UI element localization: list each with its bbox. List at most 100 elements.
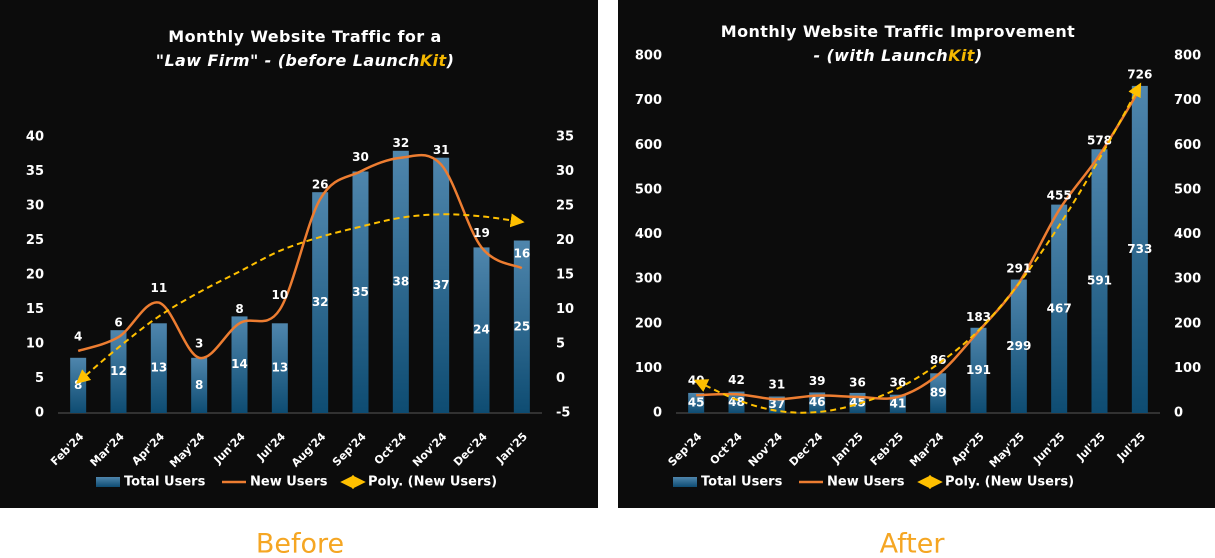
y-tick-label: 800: [635, 49, 662, 64]
bar: [809, 392, 826, 413]
y2-tick-label: 200: [1174, 316, 1201, 331]
bar-value-label: 35: [352, 285, 369, 299]
bar-value-label: 12: [110, 364, 127, 378]
y2-tick-label: 30: [556, 164, 574, 179]
bar-value-label: 299: [1006, 339, 1031, 353]
bar: [728, 391, 745, 413]
title-part: ): [446, 51, 455, 70]
line-value-label: 30: [352, 150, 369, 164]
chart-title: Monthly Website Traffic for a: [168, 27, 441, 46]
legend-label: Total Users: [124, 475, 206, 490]
caption: Before: [256, 529, 344, 558]
y-tick-label: 100: [635, 361, 662, 376]
y2-tick-label: 500: [1174, 182, 1201, 197]
legend-label: New Users: [827, 475, 905, 490]
line-value-label: 6: [114, 316, 122, 330]
bar-value-label: 37: [768, 397, 785, 411]
line-value-label: 578: [1087, 134, 1112, 148]
line-value-label: 32: [392, 136, 409, 150]
y2-tick-label: 700: [1174, 93, 1201, 108]
bar-value-label: 24: [473, 323, 490, 337]
line-value-label: 11: [150, 281, 167, 295]
line-value-label: 726: [1127, 68, 1152, 82]
bar-value-label: 46: [809, 395, 826, 409]
bar-value-label: 13: [271, 361, 288, 375]
bar-value-label: 32: [312, 295, 329, 309]
y-tick-label: 40: [26, 130, 44, 145]
panel-after: [618, 0, 1215, 508]
line-value-label: 8: [235, 302, 243, 316]
y2-tick-label: 5: [556, 337, 565, 352]
bar-value-label: 591: [1087, 274, 1112, 288]
bar-value-label: 13: [150, 361, 167, 375]
title-part: Monthly Website Traffic for a: [168, 27, 441, 46]
legend-label: New Users: [250, 475, 328, 490]
bar-value-label: 38: [392, 274, 409, 288]
line-value-label: 19: [473, 226, 490, 240]
y2-tick-label: 25: [556, 199, 574, 214]
legend-label: Total Users: [701, 475, 783, 490]
y2-tick-label: 15: [556, 268, 574, 283]
title-part: Monthly Website Traffic Improvement: [721, 22, 1075, 41]
bar-value-label: 467: [1047, 301, 1072, 315]
bar-value-label: 25: [513, 319, 530, 333]
bar-value-label: 89: [930, 386, 947, 400]
y-tick-label: 10: [26, 337, 44, 352]
y-tick-label: 300: [635, 272, 662, 287]
y-tick-label: 5: [35, 371, 44, 386]
y-tick-label: 400: [635, 227, 662, 242]
line-value-label: 42: [728, 373, 745, 387]
legend-swatch: [96, 477, 120, 487]
y2-tick-label: 20: [556, 233, 574, 248]
legend-label: Poly. (New Users): [368, 475, 497, 490]
bar-value-label: 41: [889, 396, 906, 410]
y-tick-label: 0: [653, 406, 662, 421]
bar-value-label: 45: [688, 395, 705, 409]
line-value-label: 31: [768, 378, 785, 392]
bar-value-label: 8: [195, 378, 203, 392]
title-part: - (with Launch: [813, 46, 948, 65]
line-value-label: 26: [312, 178, 329, 192]
bar-value-label: 48: [728, 395, 745, 409]
bar-value-label: 8: [74, 378, 82, 392]
title-part: Kit: [420, 51, 448, 70]
bar: [688, 392, 705, 413]
y-tick-label: 200: [635, 316, 662, 331]
bar-value-label: 37: [433, 278, 450, 292]
y-tick-label: 700: [635, 93, 662, 108]
legend-label: Poly. (New Users): [945, 475, 1074, 490]
title-part: Kit: [948, 46, 976, 65]
bar: [889, 394, 906, 413]
line-value-label: 36: [889, 375, 906, 389]
line-value-label: 31: [433, 143, 450, 157]
line-value-label: 39: [809, 374, 826, 388]
y-tick-label: 30: [26, 199, 44, 214]
panel-before: [0, 0, 598, 508]
bar-value-label: 14: [231, 357, 248, 371]
line-value-label: 16: [513, 247, 530, 261]
y-tick-label: 35: [26, 164, 44, 179]
caption: After: [880, 529, 946, 558]
trend-line: [76, 213, 525, 384]
y2-tick-label: -5: [556, 406, 570, 421]
line-value-label: 291: [1006, 262, 1031, 276]
line-value-label: 10: [271, 288, 288, 302]
y-tick-label: 25: [26, 233, 44, 248]
y2-tick-label: 0: [1174, 406, 1183, 421]
line-value-label: 3: [195, 336, 203, 350]
y-tick-label: 0: [35, 406, 44, 421]
y2-tick-label: 35: [556, 130, 574, 145]
chart-title: Monthly Website Traffic Improvement: [721, 22, 1075, 41]
line-value-label: 4: [74, 329, 82, 343]
chart-title: - (with LaunchKit): [813, 46, 982, 65]
line-value-label: 36: [849, 375, 866, 389]
y2-tick-label: 300: [1174, 272, 1201, 287]
y-tick-label: 600: [635, 138, 662, 153]
y2-tick-label: 0: [556, 371, 565, 386]
title-part: "Law Firm" - (before Launch: [156, 51, 420, 70]
y2-tick-label: 400: [1174, 227, 1201, 242]
line-value-label: 455: [1047, 188, 1072, 202]
bar-value-label: 191: [966, 363, 991, 377]
y2-tick-label: 800: [1174, 49, 1201, 64]
